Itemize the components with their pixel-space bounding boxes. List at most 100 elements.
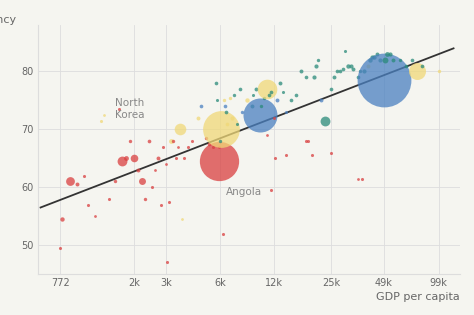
Point xyxy=(314,57,321,62)
Point xyxy=(344,63,352,68)
Point xyxy=(330,75,338,80)
Point xyxy=(228,115,236,120)
Point xyxy=(270,115,278,120)
Point xyxy=(276,81,284,86)
Point xyxy=(356,69,364,74)
Point xyxy=(127,138,134,143)
Point xyxy=(312,63,319,68)
Point xyxy=(243,98,251,103)
Point xyxy=(145,138,153,143)
Point xyxy=(308,153,316,158)
Point xyxy=(116,106,123,112)
Point xyxy=(260,95,267,100)
Point xyxy=(360,69,368,74)
Point xyxy=(280,89,287,94)
Point xyxy=(230,92,238,97)
X-axis label: GDP per capita: GDP per capita xyxy=(376,292,460,302)
Point xyxy=(216,159,223,164)
Point xyxy=(91,214,99,219)
Point xyxy=(318,98,325,103)
Point xyxy=(370,54,377,60)
Point xyxy=(264,86,271,91)
Point xyxy=(349,66,357,71)
Point xyxy=(265,92,273,97)
Point xyxy=(214,98,221,103)
Point xyxy=(174,144,182,149)
Point xyxy=(339,66,346,71)
Point xyxy=(100,112,108,117)
Point xyxy=(142,196,149,201)
Point xyxy=(58,216,66,221)
Point xyxy=(374,52,381,57)
Point xyxy=(221,104,229,109)
Point xyxy=(435,69,442,74)
Point xyxy=(164,260,171,265)
Point xyxy=(366,57,374,62)
Point xyxy=(189,138,196,143)
Text: North
Korea: North Korea xyxy=(115,98,144,120)
Point xyxy=(396,57,403,62)
Point xyxy=(288,98,295,103)
Point xyxy=(73,182,81,187)
Point xyxy=(148,185,155,190)
Point xyxy=(131,156,138,161)
Point xyxy=(197,104,205,109)
Point xyxy=(272,156,279,161)
Point xyxy=(226,95,234,100)
Point xyxy=(418,63,426,68)
Point xyxy=(81,173,88,178)
Point xyxy=(328,150,335,155)
Point xyxy=(205,141,213,146)
Point xyxy=(383,52,391,57)
Point xyxy=(386,52,393,57)
Point xyxy=(382,57,389,62)
Point xyxy=(248,104,255,109)
Point xyxy=(256,112,264,117)
Point xyxy=(157,202,164,207)
Point xyxy=(165,199,173,204)
Point xyxy=(257,104,265,109)
Point xyxy=(162,162,170,167)
Point xyxy=(67,179,74,184)
Point xyxy=(212,81,220,86)
Point xyxy=(358,176,365,181)
Point xyxy=(234,121,241,126)
Point xyxy=(219,231,227,236)
Point xyxy=(302,75,310,80)
Point xyxy=(283,153,290,158)
Point xyxy=(220,98,228,103)
Point xyxy=(56,245,64,250)
Point xyxy=(377,57,384,62)
Point xyxy=(389,57,397,62)
Point xyxy=(364,63,372,68)
Point xyxy=(239,110,246,115)
Point xyxy=(118,159,126,164)
Point xyxy=(160,144,167,149)
Point xyxy=(321,118,328,123)
Point xyxy=(185,144,192,149)
Point xyxy=(354,75,361,80)
Point xyxy=(337,69,344,74)
Point xyxy=(179,216,186,221)
Point xyxy=(273,98,281,103)
Text: Angola: Angola xyxy=(226,187,263,197)
Point xyxy=(293,92,301,97)
Point xyxy=(167,138,175,143)
Point xyxy=(237,86,244,91)
Point xyxy=(138,179,146,184)
Y-axis label: Life expectancy: Life expectancy xyxy=(0,15,16,25)
Point xyxy=(181,156,188,161)
Point xyxy=(267,188,274,193)
Point xyxy=(267,89,274,94)
Point xyxy=(84,202,91,207)
Point xyxy=(218,127,225,132)
Point xyxy=(194,115,201,120)
Point xyxy=(151,167,159,172)
Point xyxy=(224,121,231,126)
Point xyxy=(176,127,184,132)
Point xyxy=(222,110,230,115)
Point xyxy=(328,86,335,91)
Point xyxy=(334,69,341,74)
Point xyxy=(202,135,210,140)
Point xyxy=(122,156,130,161)
